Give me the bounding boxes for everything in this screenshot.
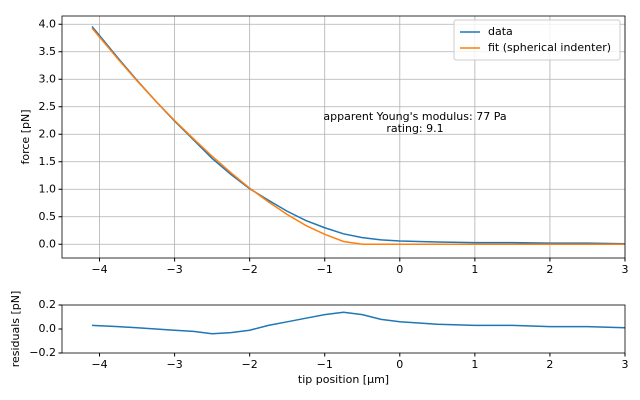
legend-label: fit (spherical indenter)	[488, 41, 611, 54]
y-tick-label: 0.5	[39, 210, 57, 223]
x-tick-label: −1	[317, 263, 333, 276]
y-tick-label: 2.5	[39, 100, 57, 113]
legend-box	[453, 19, 621, 61]
y-tick-label: 1.5	[39, 155, 57, 168]
y-tick-label: 0.0	[39, 322, 57, 335]
y-tick-label: 4.0	[39, 17, 57, 30]
y-tick-label: 2.0	[39, 127, 57, 140]
x-tick-label: 2	[546, 358, 553, 371]
x-tick-label: −1	[317, 358, 333, 371]
y-tick-label: 3.5	[39, 45, 57, 58]
x-tick-label: 3	[622, 263, 629, 276]
y-tick-label: 3.0	[39, 72, 57, 85]
legend-label: data	[488, 25, 513, 38]
y-axis-label: force [pN]	[19, 110, 32, 165]
x-axis-label: tip position [µm]	[298, 373, 389, 386]
x-tick-label: −2	[242, 263, 258, 276]
x-tick-label: 1	[471, 263, 478, 276]
x-tick-label: 0	[396, 358, 403, 371]
x-tick-label: 0	[396, 263, 403, 276]
y-tick-label: 0.2	[39, 298, 57, 311]
x-tick-label: −2	[242, 358, 258, 371]
series-line	[91, 311, 626, 335]
x-tick-label: −3	[166, 263, 182, 276]
axes-frame	[61, 304, 626, 354]
x-tick-label: 3	[622, 358, 629, 371]
x-tick-label: −4	[91, 358, 107, 371]
y-tick-label: 1.0	[39, 182, 57, 195]
y-axis-label: residuals [pN]	[9, 291, 22, 368]
x-tick-label: −4	[91, 263, 107, 276]
x-tick-label: −3	[166, 358, 182, 371]
x-tick-label: 1	[471, 358, 478, 371]
series-line	[91, 27, 625, 245]
annotation: rating: 9.1	[386, 122, 443, 135]
annotation: apparent Young's modulus: 77 Pa	[323, 110, 506, 123]
axes-frame	[61, 15, 626, 259]
y-tick-label: −0.2	[29, 346, 56, 359]
y-tick-label: 0.0	[39, 237, 57, 250]
x-tick-label: 2	[546, 263, 553, 276]
